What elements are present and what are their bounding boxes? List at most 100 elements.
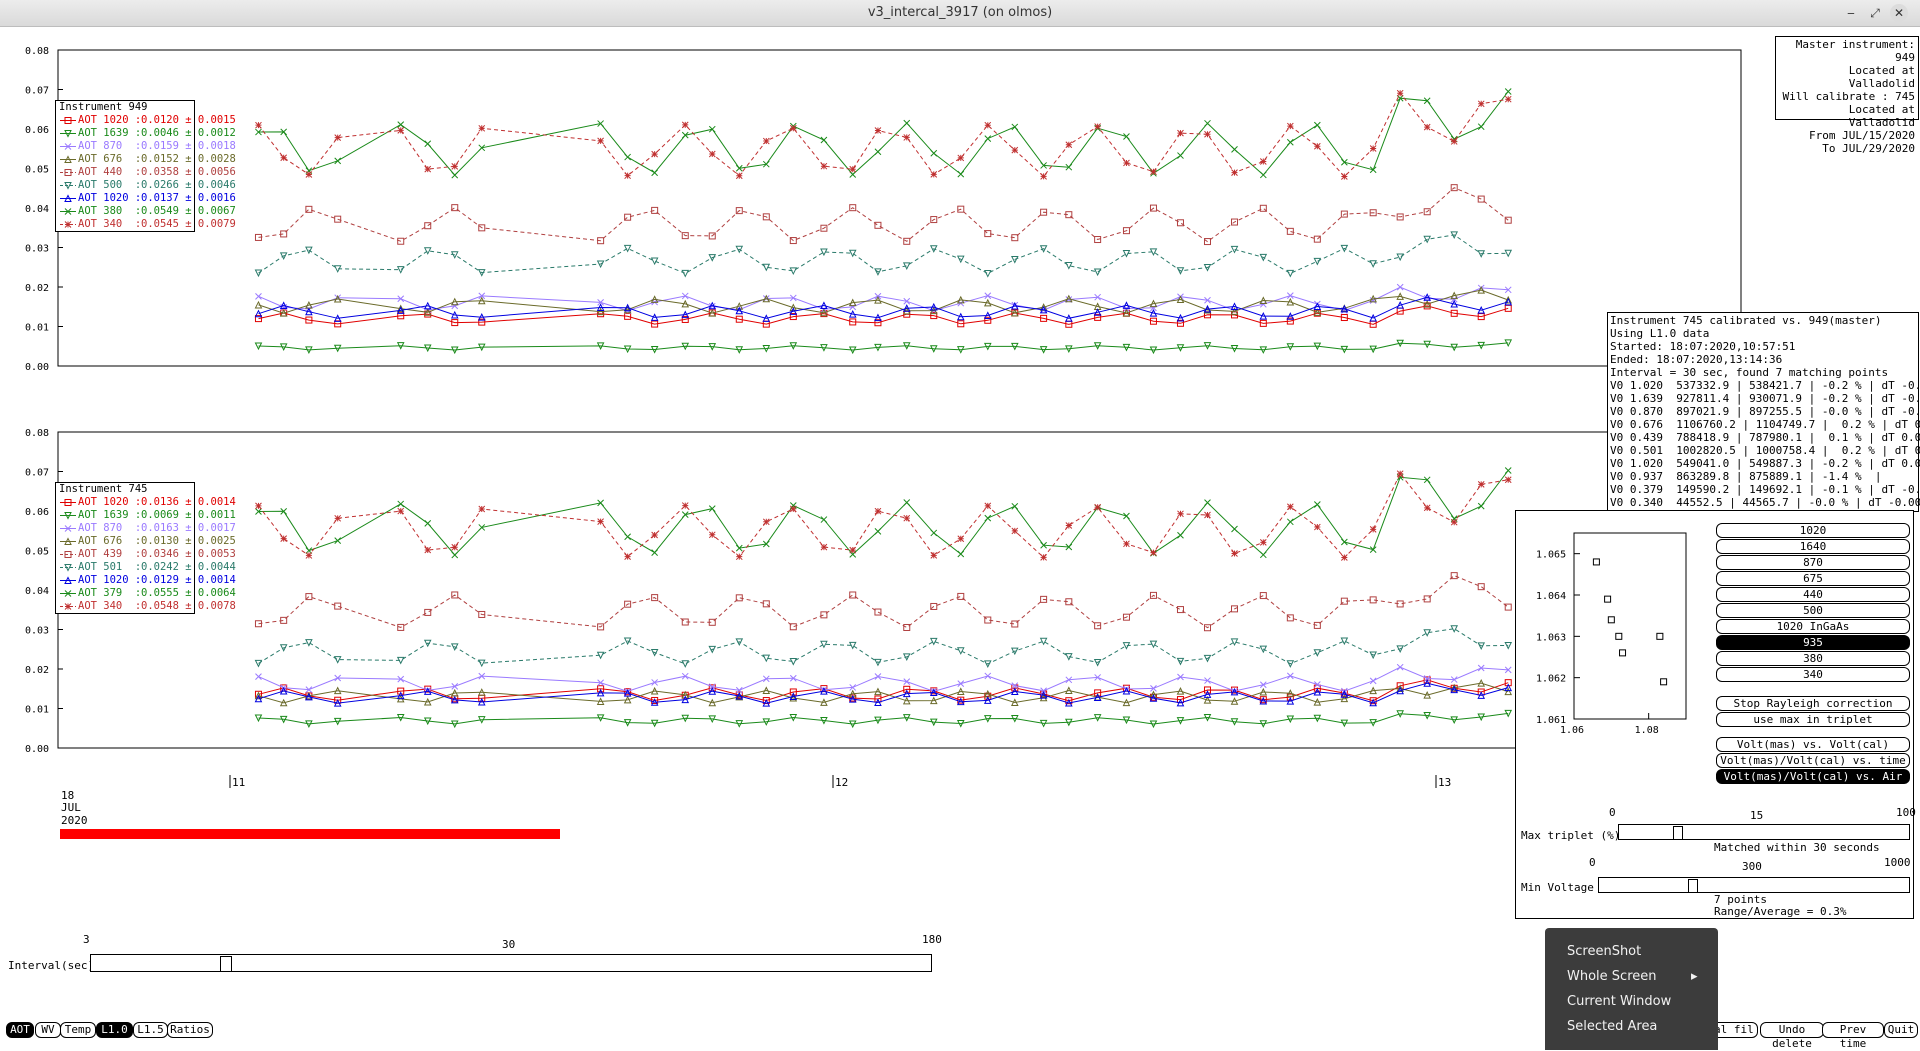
bottom-series-point[interactable] (1065, 598, 1073, 606)
top-series-point[interactable] (874, 295, 882, 304)
top-series-point[interactable] (1396, 339, 1404, 348)
bottom-series-point[interactable] (1504, 683, 1513, 692)
scatter-point[interactable] (1607, 616, 1615, 624)
bottom-series-point[interactable] (1313, 714, 1322, 723)
top-series-point[interactable] (334, 134, 342, 141)
bottom-series-point[interactable] (1203, 654, 1212, 663)
bottom-series-point[interactable] (708, 618, 716, 626)
wavelength-button[interactable]: 380 (1716, 651, 1910, 666)
bottom-series-point[interactable] (1039, 637, 1048, 646)
bottom-series-point[interactable] (762, 540, 770, 548)
bottom-series-point[interactable] (1123, 512, 1130, 520)
bottom-series-point[interactable] (903, 678, 911, 686)
bottom-series-point[interactable] (681, 511, 689, 518)
top-series-point[interactable] (623, 345, 632, 354)
top-series-point[interactable] (396, 342, 405, 350)
interval-slider[interactable] (90, 954, 932, 972)
scatter-point[interactable] (1604, 595, 1612, 603)
top-series-point[interactable] (1369, 166, 1377, 174)
scatter-point[interactable] (1656, 632, 1664, 640)
bottom-series-point[interactable] (1259, 551, 1267, 559)
bottom-series-point[interactable] (1340, 719, 1349, 728)
top-series-point[interactable] (1313, 342, 1322, 351)
top-series-point[interactable] (1122, 249, 1131, 258)
top-series-point[interactable] (956, 312, 965, 321)
top-series-point[interactable] (1477, 306, 1486, 314)
top-series-point[interactable] (1340, 244, 1349, 253)
bottom-series-point[interactable] (478, 672, 486, 680)
bottom-series-point[interactable] (956, 697, 965, 706)
top-series-point[interactable] (1010, 255, 1019, 264)
top-series-point[interactable] (874, 268, 882, 276)
top-series-point[interactable] (681, 131, 689, 139)
bottom-series-point[interactable] (624, 553, 631, 560)
top-series-point[interactable] (1504, 286, 1512, 294)
bottom-series-point[interactable] (1011, 620, 1019, 628)
top-series-point[interactable] (1176, 267, 1185, 275)
bottom-series-point[interactable] (396, 713, 405, 722)
top-series-point[interactable] (1039, 346, 1048, 354)
bottom-series-point[interactable] (708, 687, 717, 695)
top-series-point[interactable] (1450, 299, 1459, 308)
bottom-series-point[interactable] (1477, 502, 1485, 510)
top-series-point[interactable] (597, 299, 604, 306)
top-series-point[interactable] (1122, 301, 1131, 309)
bottom-series-point[interactable] (623, 695, 632, 704)
top-series-point[interactable] (820, 301, 828, 310)
top-series-point[interactable] (708, 125, 716, 133)
top-series-point[interactable] (1231, 311, 1239, 319)
min-voltage-slider-thumb[interactable] (1688, 879, 1698, 893)
top-series-point[interactable] (902, 304, 911, 312)
top-series-point[interactable] (1450, 309, 1458, 317)
top-series-point[interactable] (1340, 304, 1349, 313)
bottom-series-point[interactable] (681, 502, 689, 509)
bottom-series-point[interactable] (1230, 697, 1239, 705)
top-series-point[interactable] (820, 308, 828, 317)
top-series-point[interactable] (596, 260, 605, 269)
top-series-point[interactable] (624, 153, 631, 161)
top-series-point[interactable] (1149, 346, 1158, 355)
bottom-series-point[interactable] (254, 694, 263, 703)
bottom-series-point[interactable] (1369, 651, 1377, 660)
top-series-point[interactable] (789, 307, 798, 315)
top-series-point[interactable] (1065, 314, 1073, 322)
bottom-series-point[interactable] (451, 683, 459, 690)
bottom-series-point[interactable] (1504, 603, 1512, 611)
close-icon[interactable]: ✕ (1890, 4, 1908, 22)
top-series-point[interactable] (451, 171, 459, 179)
bottom-series-point[interactable] (423, 687, 432, 695)
top-series-point[interactable] (1423, 208, 1431, 216)
bottom-series-point[interactable] (1039, 690, 1048, 699)
bottom-series-point[interactable] (333, 717, 342, 726)
top-series-point[interactable] (1065, 141, 1073, 149)
bottom-series-point[interactable] (789, 674, 797, 682)
bottom-series-point[interactable] (1204, 499, 1211, 507)
bottom-series-point[interactable] (255, 673, 262, 680)
bottom-series-point[interactable] (1259, 696, 1268, 705)
bottom-series-point[interactable] (477, 716, 486, 724)
top-series-point[interactable] (1230, 245, 1239, 254)
top-series-point[interactable] (280, 230, 288, 238)
top-series-point[interactable] (849, 318, 857, 326)
bottom-series-point[interactable] (1123, 540, 1130, 548)
top-series-point[interactable] (596, 342, 605, 350)
bottom-series-point[interactable] (1231, 605, 1239, 613)
top-series-point[interactable] (596, 303, 605, 311)
top-series-point[interactable] (650, 345, 659, 354)
bottom-series-point[interactable] (789, 693, 798, 702)
top-series-point[interactable] (424, 140, 432, 148)
top-series-point[interactable] (1177, 152, 1184, 159)
bottom-series-point[interactable] (903, 514, 911, 522)
bottom-series-point[interactable] (1122, 613, 1130, 621)
bottom-series-point[interactable] (397, 500, 405, 508)
bottom-series-point[interactable] (1149, 591, 1157, 599)
bottom-series-point[interactable] (1039, 719, 1048, 728)
top-series-point[interactable] (708, 301, 717, 310)
bottom-series-point[interactable] (1450, 676, 1458, 683)
bottom-series-point[interactable] (477, 697, 486, 706)
top-series-point[interactable] (1313, 257, 1322, 266)
top-series-point[interactable] (624, 172, 631, 180)
top-series-point[interactable] (1504, 339, 1513, 348)
bottom-series-point[interactable] (735, 553, 743, 561)
top-series-point[interactable] (874, 343, 882, 352)
